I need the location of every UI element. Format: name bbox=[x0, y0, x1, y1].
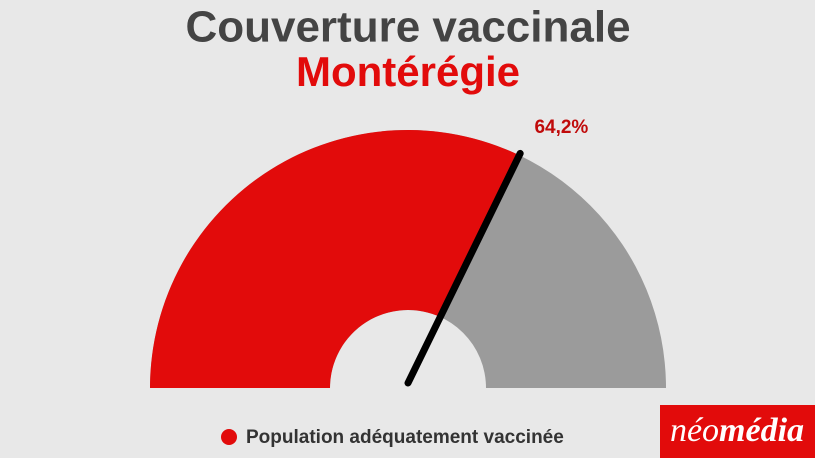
logo-part: néo bbox=[670, 412, 719, 449]
gauge-needle bbox=[404, 149, 524, 387]
logo: néomédia bbox=[670, 412, 804, 449]
chart-title: Couverture vaccinale bbox=[185, 3, 630, 52]
value-label: 64,2% bbox=[534, 117, 588, 138]
logo-box bbox=[660, 405, 815, 458]
gauge-arc bbox=[150, 129, 520, 388]
legend-marker bbox=[221, 429, 237, 445]
logo-part: média bbox=[719, 412, 804, 449]
chart-subtitle: Montérégie bbox=[296, 48, 520, 95]
legend-label: Population adéquatement vaccinée bbox=[246, 427, 564, 448]
